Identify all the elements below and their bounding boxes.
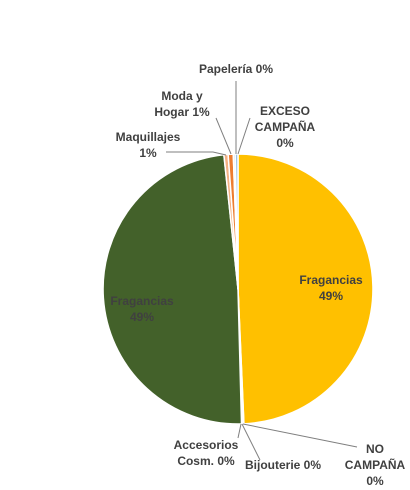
slice-label-7: Moda y Hogar 1% xyxy=(154,89,210,119)
pie-slice-5 xyxy=(102,153,243,425)
leader-lines xyxy=(166,81,358,461)
slice-label-5: Fragancias 49% xyxy=(110,294,174,324)
slice-label-6: Maquillajes 1% xyxy=(116,130,181,160)
slice-label-4: Accesorios Cosm. 0% xyxy=(174,438,239,468)
slice-label-1: Fragancias 49% xyxy=(299,273,363,303)
slice-label-8: Papelería 0% xyxy=(199,62,273,76)
pie-slice-9 xyxy=(234,153,239,290)
leader-line-4 xyxy=(237,423,242,439)
leader-line-6 xyxy=(166,151,227,156)
slice-label-2: NO CAMPAÑA 0% xyxy=(345,442,406,488)
slice-label-3: Bijouterie 0% xyxy=(245,458,321,472)
leader-line-2 xyxy=(242,423,358,448)
leader-line-3 xyxy=(241,423,261,461)
leader-line-7 xyxy=(215,117,232,155)
leader-line-9 xyxy=(237,117,251,155)
slice-label-9: EXCESO CAMPAÑA 0% xyxy=(255,104,316,150)
slice-labels: Fragancias 49% NO CAMPAÑA 0% Bijouterie 0% Acc… xyxy=(110,62,405,488)
pie-slice-1 xyxy=(237,153,374,425)
